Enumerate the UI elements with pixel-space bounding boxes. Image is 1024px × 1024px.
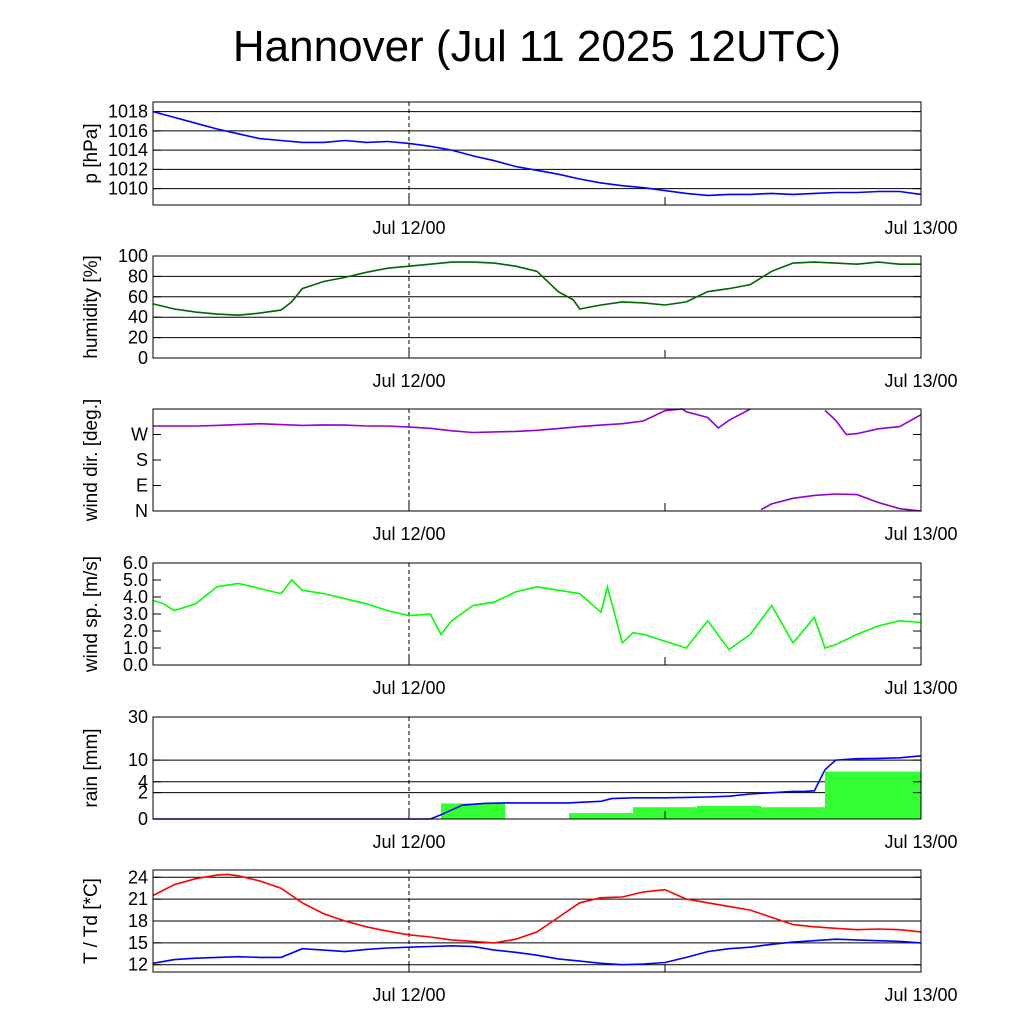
- rain-bar-4: [761, 807, 825, 819]
- xtick-label-jul12-0: Jul 12/00: [372, 218, 445, 238]
- ylabel-5: T / Td [*C]: [81, 878, 102, 964]
- ytick-label-2-0: N: [135, 501, 148, 521]
- panel-frame-1: [152, 255, 922, 359]
- series-line-2-2: [824, 409, 922, 436]
- ytick-label-1-3: 60: [128, 287, 148, 307]
- xtick-label-jul13-1: Jul 13/00: [884, 371, 957, 391]
- ytick-label-1-5: 100: [118, 246, 148, 266]
- ytick-label-1-4: 80: [128, 266, 148, 286]
- ylabel-1: humidity [%]: [81, 255, 102, 358]
- series-line-4-0: [153, 755, 922, 820]
- ytick-label-5-4: 24: [128, 867, 148, 887]
- series-line-2-1: [760, 493, 922, 512]
- ytick-label-5-3: 21: [128, 889, 148, 909]
- ytick-label-2-2: S: [136, 450, 148, 470]
- ytick-label-1-2: 40: [128, 307, 148, 327]
- ytick-label-5-0: 12: [128, 955, 148, 975]
- ytick-label-4-2: 4: [138, 772, 148, 792]
- ytick-label-2-1: E: [136, 476, 148, 496]
- xtick-label-jul12-1: Jul 12/00: [372, 371, 445, 391]
- series-line-5-1: [152, 938, 922, 966]
- ylabel-3: wind sp. [m/s]: [81, 556, 102, 673]
- ytick-label-3-2: 2.0: [123, 621, 148, 641]
- xtick-label-jul13-3: Jul 13/00: [884, 678, 957, 698]
- ytick-label-2-3: W: [131, 425, 148, 445]
- panel-frame-5: [152, 869, 922, 973]
- xtick-label-jul13-0: Jul 13/00: [884, 218, 957, 238]
- series-line-0-0: [152, 110, 922, 197]
- xtick-label-jul12-2: Jul 12/00: [372, 524, 445, 544]
- rain-bar-5: [825, 771, 921, 819]
- panel-frame-3: [152, 562, 922, 666]
- ytick-label-0-3: 1016: [108, 121, 148, 141]
- panel-frame-4: [152, 716, 922, 820]
- ytick-label-0-4: 1018: [108, 102, 148, 122]
- ylabel-2: wind dir. [deg.]: [81, 399, 102, 523]
- ytick-label-3-1: 1.0: [123, 638, 148, 658]
- xtick-label-jul13-4: Jul 13/00: [884, 832, 957, 852]
- xtick-label-jul12-3: Jul 12/00: [372, 678, 445, 698]
- ytick-label-5-2: 18: [128, 911, 148, 931]
- series-line-5-0: [152, 873, 922, 944]
- xtick-label-jul13-5: Jul 13/00: [884, 985, 957, 1005]
- ytick-label-4-3: 10: [128, 750, 148, 770]
- rain-bar-1: [569, 813, 633, 819]
- ylabel-4: rain [mm]: [81, 728, 102, 807]
- xtick-label-jul13-2: Jul 13/00: [884, 524, 957, 544]
- ytick-label-0-1: 1012: [108, 159, 148, 179]
- ytick-label-0-0: 1010: [108, 179, 148, 199]
- ytick-label-4-0: 0: [138, 809, 148, 829]
- panel-frame-2: [152, 408, 922, 512]
- ytick-label-1-1: 20: [128, 328, 148, 348]
- ytick-label-4-1: 2: [138, 783, 148, 803]
- ytick-label-5-1: 15: [128, 933, 148, 953]
- ytick-label-3-6: 6.0: [123, 553, 148, 573]
- ytick-label-0-2: 1014: [108, 140, 148, 160]
- ylabel-0: p [hPa]: [81, 123, 102, 183]
- panel-frame-0: [152, 101, 922, 206]
- xtick-label-jul12-4: Jul 12/00: [372, 832, 445, 852]
- series-line-3-0: [152, 578, 922, 651]
- series-line-1-0: [152, 261, 921, 317]
- xtick-label-jul12-5: Jul 12/00: [372, 985, 445, 1005]
- rain-bar-3: [697, 805, 761, 819]
- ytick-label-3-3: 3.0: [123, 604, 148, 624]
- ytick-label-3-4: 4.0: [123, 587, 148, 607]
- ytick-label-3-5: 5.0: [123, 570, 148, 590]
- ytick-label-3-0: 0.0: [123, 655, 148, 675]
- ytick-label-1-0: 0: [138, 348, 148, 368]
- ytick-label-4-4: 30: [128, 707, 148, 727]
- series-line-2-0: [153, 408, 751, 434]
- chart-title: Hannover (Jul 11 2025 12UTC): [232, 22, 842, 71]
